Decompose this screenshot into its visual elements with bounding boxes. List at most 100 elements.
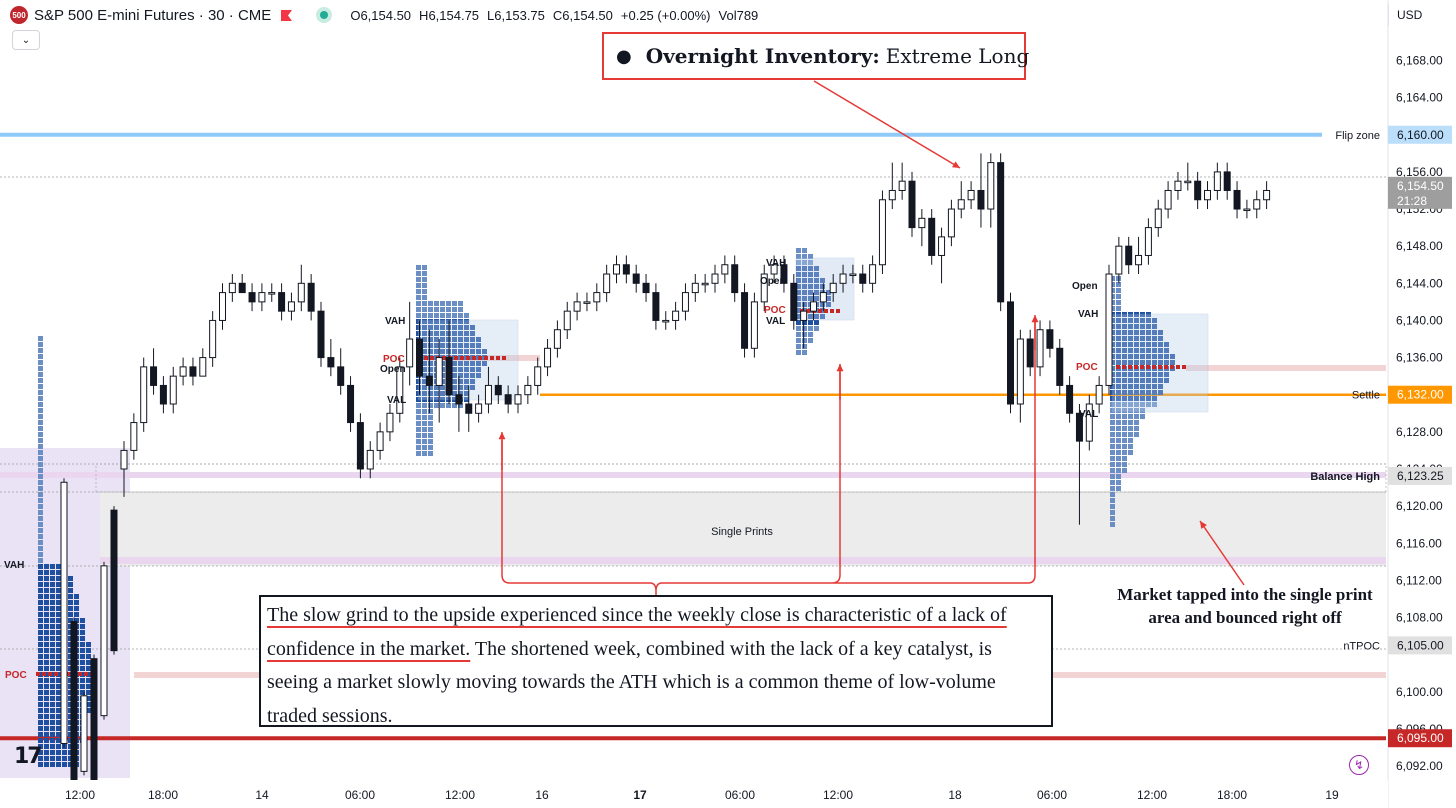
profile-cell bbox=[1122, 444, 1127, 449]
profile-cell bbox=[38, 594, 43, 599]
profile-cell bbox=[464, 319, 469, 324]
candle-body bbox=[622, 264, 630, 275]
profile-cell bbox=[452, 301, 457, 306]
profile-cell bbox=[452, 337, 457, 342]
profile-cell bbox=[50, 678, 55, 683]
profile-cell bbox=[808, 260, 813, 265]
profile-cell bbox=[50, 660, 55, 665]
profile-cell bbox=[1170, 360, 1175, 365]
profile-cell bbox=[50, 756, 55, 761]
profile-cell bbox=[1116, 324, 1121, 329]
candle-body bbox=[839, 273, 847, 284]
symbol-title[interactable]: S&P 500 E-mini Futures · 30 · CME bbox=[34, 6, 272, 24]
profile-cell bbox=[452, 379, 457, 384]
profile-cell bbox=[1122, 390, 1127, 395]
lightning-icon[interactable]: ↯ bbox=[1349, 755, 1369, 775]
profile-cell bbox=[1110, 504, 1115, 509]
profile-cell bbox=[1134, 420, 1139, 425]
profile-cell bbox=[796, 350, 801, 355]
currency-selector[interactable]: USD bbox=[1388, 4, 1448, 26]
profile-cell bbox=[38, 666, 43, 671]
collapse-legend-button[interactable]: ⌄ bbox=[12, 30, 40, 50]
profile-cell bbox=[1110, 510, 1115, 515]
market-status-icon[interactable] bbox=[316, 7, 333, 23]
profile-cell bbox=[38, 630, 43, 635]
profile-cell bbox=[796, 260, 801, 265]
bullet-icon: ● bbox=[616, 45, 632, 67]
candle-body bbox=[189, 366, 197, 377]
profile-cell bbox=[416, 451, 421, 456]
profile-cell bbox=[1116, 438, 1121, 443]
profile-cell bbox=[56, 594, 61, 599]
profile-cell bbox=[422, 283, 427, 288]
profile-cell bbox=[446, 325, 451, 330]
profile-cell bbox=[434, 319, 439, 324]
profile-cell bbox=[1128, 390, 1133, 395]
profile-cell bbox=[428, 445, 433, 450]
profile-cell bbox=[796, 308, 801, 313]
profile-cell bbox=[1116, 486, 1121, 491]
profile-cell bbox=[434, 349, 439, 354]
profile-cell bbox=[428, 307, 433, 312]
profile-cell bbox=[38, 654, 43, 659]
profile-cell bbox=[434, 403, 439, 408]
profile-cell bbox=[44, 630, 49, 635]
candle-body bbox=[652, 292, 660, 321]
profile-cell bbox=[1128, 444, 1133, 449]
profile-cell bbox=[50, 696, 55, 701]
profile-cell bbox=[56, 630, 61, 635]
profile-cell bbox=[1110, 468, 1115, 473]
profile-cell bbox=[416, 385, 421, 390]
time-axis-bg bbox=[0, 780, 1388, 808]
profile-cell bbox=[796, 326, 801, 331]
profile-cell bbox=[428, 439, 433, 444]
candle-body bbox=[1016, 338, 1024, 405]
candle-body bbox=[110, 509, 118, 652]
candle-body bbox=[898, 180, 906, 191]
profile-cell bbox=[446, 331, 451, 336]
profile-cell bbox=[86, 702, 91, 707]
candle-body bbox=[967, 189, 975, 201]
profile-cell bbox=[38, 732, 43, 737]
profile-cell bbox=[452, 397, 457, 402]
profile-cell bbox=[44, 594, 49, 599]
profile-cell bbox=[38, 378, 43, 383]
profile-cell bbox=[452, 313, 457, 318]
profile-cell bbox=[50, 732, 55, 737]
profile-cell bbox=[470, 379, 475, 384]
profile-cell bbox=[38, 750, 43, 755]
profile-cell bbox=[44, 762, 49, 767]
profile-cell bbox=[422, 337, 427, 342]
profile-cell bbox=[44, 588, 49, 593]
candle-body bbox=[228, 282, 236, 294]
candle-body bbox=[70, 621, 78, 782]
profile-cell bbox=[422, 451, 427, 456]
profile-cell bbox=[38, 444, 43, 449]
flag-icon[interactable] bbox=[281, 9, 293, 21]
profile-cell bbox=[470, 385, 475, 390]
profile-cell bbox=[416, 445, 421, 450]
ohlc-item: O6,154.50 bbox=[350, 7, 412, 23]
candle-body bbox=[672, 310, 680, 321]
profile-cell bbox=[1146, 342, 1151, 347]
candle-body bbox=[90, 658, 98, 782]
profile-cell bbox=[440, 391, 445, 396]
profile-cell bbox=[1152, 384, 1157, 389]
profile-cell bbox=[1158, 372, 1163, 377]
profile-cell bbox=[1110, 474, 1115, 479]
profile-cell bbox=[1116, 300, 1121, 305]
candle-body bbox=[1135, 254, 1143, 266]
profile-cell bbox=[1164, 354, 1169, 359]
profile-cell bbox=[56, 564, 61, 569]
profile-cell bbox=[416, 289, 421, 294]
profile-cell bbox=[56, 690, 61, 695]
profile-cell bbox=[62, 762, 67, 767]
profile-cell bbox=[1116, 306, 1121, 311]
candle-body bbox=[573, 301, 581, 312]
candle-body bbox=[819, 292, 827, 303]
commentary-box: The slow grind to the upside experienced… bbox=[259, 595, 1053, 727]
ohlc-item: H6,154.75 bbox=[419, 7, 480, 23]
candle-body bbox=[1223, 171, 1231, 191]
profile-cell bbox=[1116, 468, 1121, 473]
countdown-label: 21:28 bbox=[1397, 194, 1427, 208]
